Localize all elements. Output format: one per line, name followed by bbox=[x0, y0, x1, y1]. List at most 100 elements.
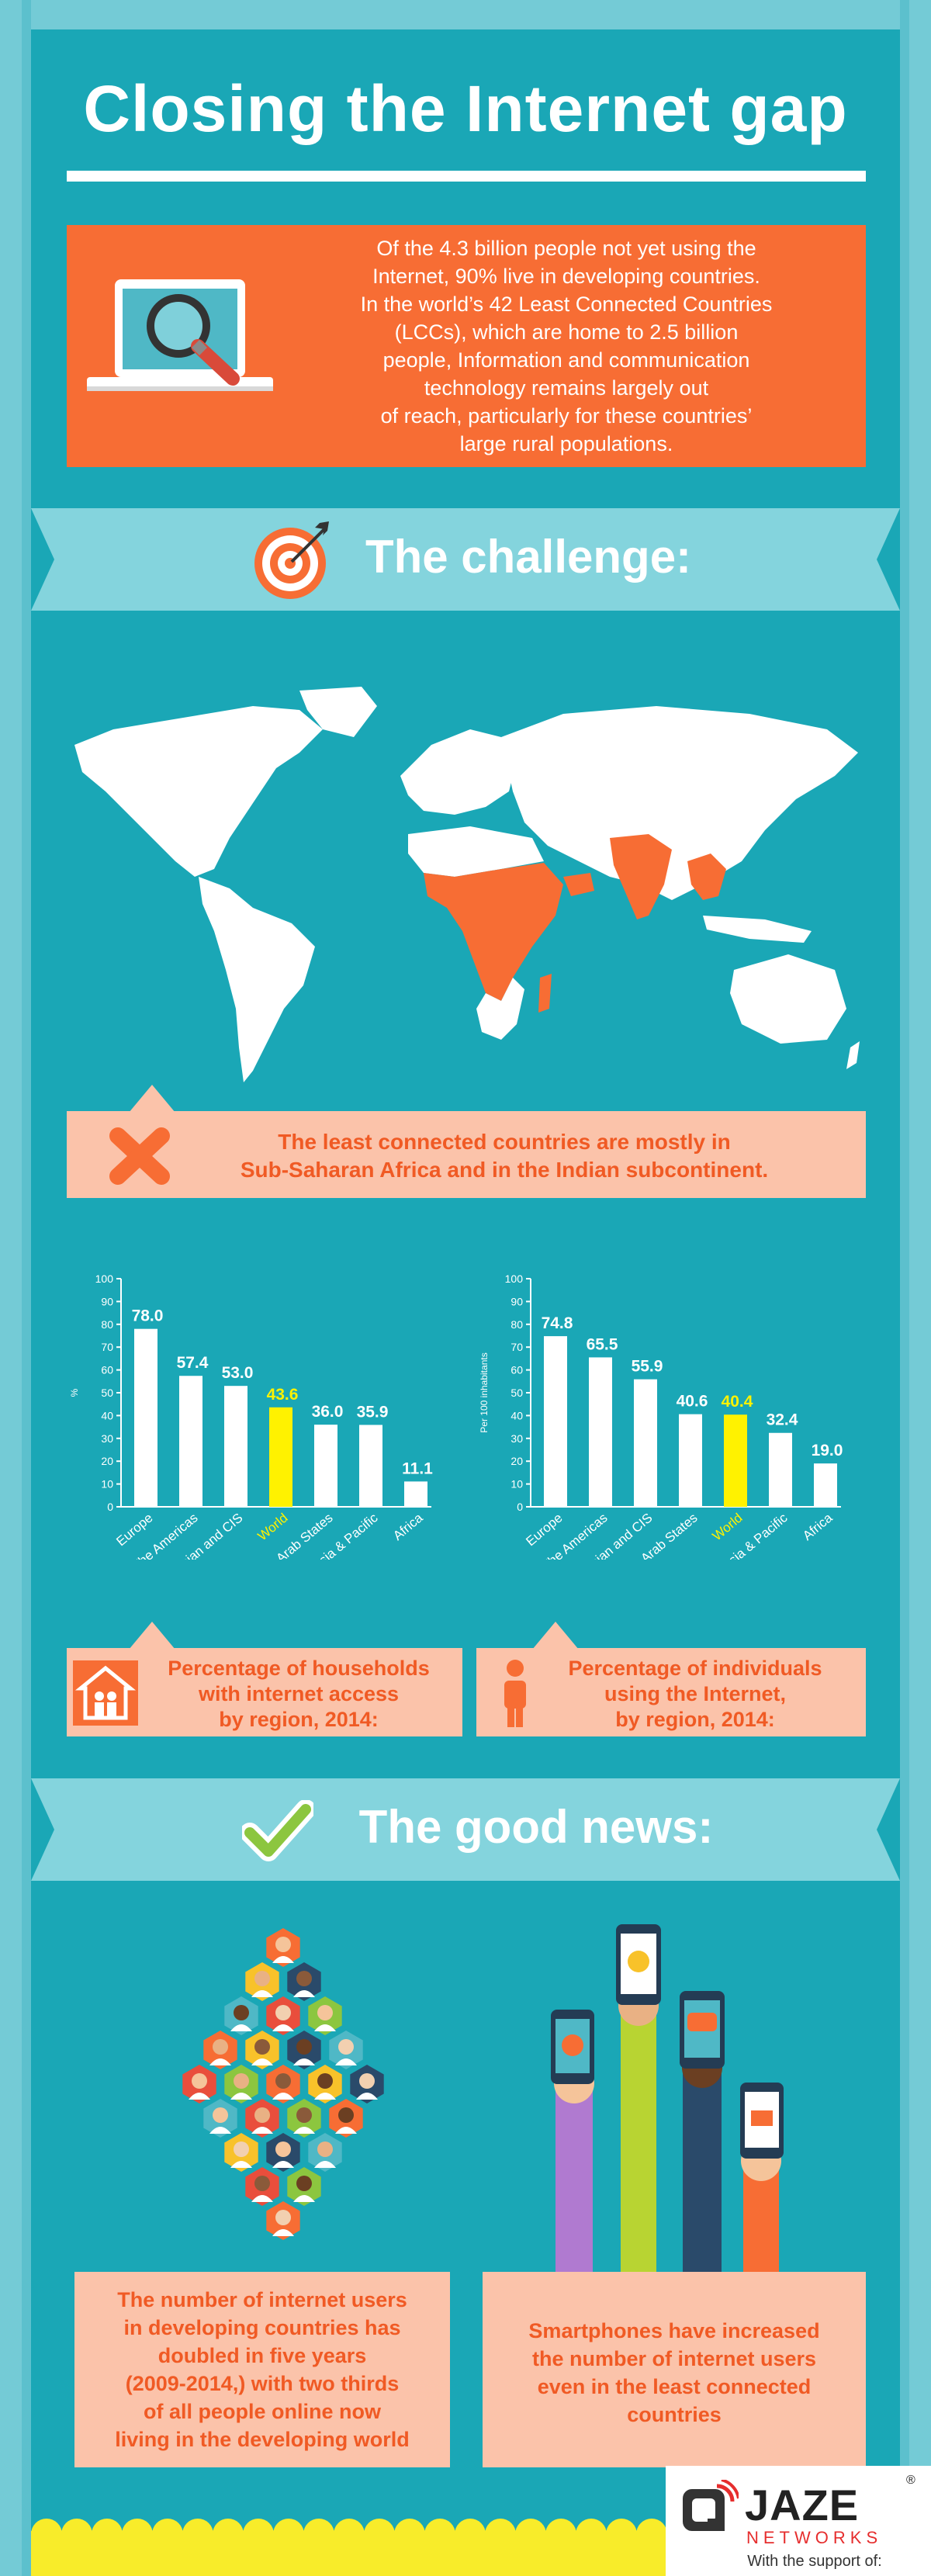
bar-russian-and-cis bbox=[634, 1379, 657, 1507]
individuals-caption: Percentage of individuals using the Inte… bbox=[532, 1656, 858, 1733]
scallop-bump bbox=[424, 2519, 455, 2542]
person-shoulders bbox=[272, 2093, 294, 2100]
y-tick-label: 100 bbox=[95, 1272, 114, 1285]
y-tick-label: 10 bbox=[101, 1478, 113, 1491]
person-shoulders bbox=[209, 2127, 231, 2134]
checkmark-icon bbox=[242, 1800, 313, 1861]
support-text: With the support of: bbox=[747, 2553, 882, 2570]
bar-value-label: 19.0 bbox=[812, 1442, 843, 1459]
y-tick-label: 20 bbox=[510, 1455, 523, 1467]
person-face bbox=[275, 2073, 291, 2089]
person-face bbox=[254, 2039, 270, 2055]
bar-value-label: 36.0 bbox=[312, 1403, 344, 1421]
person-shoulders bbox=[293, 2195, 315, 2202]
y-axis-label: % bbox=[69, 1388, 80, 1397]
southern-africa-shape bbox=[476, 978, 524, 1040]
y-tick-label: 40 bbox=[101, 1409, 113, 1421]
person-face bbox=[254, 2176, 270, 2191]
person-icon bbox=[504, 1660, 526, 1727]
scallop-bump bbox=[455, 2519, 486, 2542]
footer-scallop bbox=[31, 2519, 667, 2542]
y-tick-label: 0 bbox=[517, 1501, 523, 1513]
households-caption: Percentage of households with internet a… bbox=[140, 1656, 458, 1733]
intro-line: Internet, 90% live in developing countri… bbox=[372, 265, 760, 288]
households-caption-line: Percentage of households bbox=[168, 1657, 430, 1680]
person-face bbox=[296, 1971, 312, 1986]
smartphones-line: the number of internet users bbox=[531, 2347, 817, 2370]
bar-russian-and-cis bbox=[224, 1386, 247, 1507]
users-doubled-line: of all people online now bbox=[143, 2400, 381, 2423]
y-tick-label: 30 bbox=[510, 1432, 523, 1445]
intro-line: Of the 4.3 billion people not yet using … bbox=[376, 237, 756, 260]
intro-line: large rural populations. bbox=[459, 432, 673, 455]
title-underline bbox=[67, 171, 866, 182]
right-border-stripe bbox=[900, 0, 909, 2576]
users-doubled-line: in developing countries has bbox=[123, 2316, 401, 2339]
y-tick-label: 60 bbox=[101, 1364, 113, 1376]
person-face bbox=[275, 2210, 291, 2225]
person-face bbox=[234, 2141, 249, 2157]
india-lcc-shape bbox=[610, 834, 672, 919]
person-shoulders bbox=[272, 2024, 294, 2031]
scallop-bump bbox=[636, 2519, 667, 2542]
category-label: Europe bbox=[113, 1511, 155, 1549]
scallop-bump bbox=[273, 2519, 304, 2542]
person-shoulders bbox=[293, 2127, 315, 2134]
scallop-bump bbox=[243, 2519, 274, 2542]
person-face bbox=[317, 2141, 333, 2157]
bar-value-label: 40.4 bbox=[722, 1393, 753, 1411]
bar-europe bbox=[544, 1336, 567, 1507]
bar-value-label: 40.6 bbox=[677, 1393, 708, 1411]
person-shoulders bbox=[209, 2058, 231, 2065]
category-label: Europe bbox=[523, 1511, 565, 1549]
map-callout bbox=[67, 1111, 866, 1198]
person-face bbox=[317, 2005, 333, 2020]
scallop-bump bbox=[334, 2519, 365, 2542]
scallop-bump bbox=[515, 2519, 546, 2542]
bar-arab-states bbox=[314, 1425, 337, 1507]
bar-value-label: 32.4 bbox=[767, 1411, 798, 1429]
individuals-caption-pointer bbox=[532, 1622, 579, 1650]
person-face bbox=[296, 2107, 312, 2123]
madagascar-shape bbox=[538, 974, 552, 1013]
y-tick-label: 90 bbox=[101, 1295, 113, 1307]
scallop-bump bbox=[92, 2519, 123, 2542]
users-doubled-line: (2009-2014,) with two thirds bbox=[125, 2372, 400, 2395]
bar-africa bbox=[404, 1481, 427, 1507]
person-shoulders bbox=[335, 2058, 357, 2065]
greenland-shape bbox=[299, 687, 377, 737]
y-tick-label: 100 bbox=[505, 1272, 524, 1285]
target-icon bbox=[254, 521, 329, 599]
page-title: Closing the Internet gap bbox=[83, 72, 848, 145]
households-caption-pointer bbox=[129, 1622, 175, 1650]
category-label: Africa bbox=[800, 1510, 836, 1543]
person-face bbox=[359, 2073, 375, 2089]
y-tick-label: 70 bbox=[101, 1341, 113, 1353]
smartphones-text: Smartphones have increased the number of… bbox=[486, 2317, 863, 2429]
bar-asia-pacific bbox=[769, 1432, 792, 1507]
person-shoulders bbox=[293, 2058, 315, 2065]
y-axis-label: Per 100 inhabitants bbox=[479, 1352, 490, 1432]
bar-value-label: 65.5 bbox=[587, 1335, 618, 1353]
banner-notch-right bbox=[866, 1778, 900, 1881]
scallop-bump bbox=[485, 2519, 516, 2542]
person-shoulders bbox=[230, 2024, 252, 2031]
person-shoulders bbox=[356, 2093, 378, 2100]
bar-value-label: 53.0 bbox=[222, 1364, 254, 1382]
bar-the-americas bbox=[179, 1376, 202, 1507]
person-face bbox=[296, 2176, 312, 2191]
bar-value-label: 74.8 bbox=[542, 1314, 573, 1332]
users-doubled-box bbox=[74, 2272, 450, 2467]
person-shoulders bbox=[314, 2093, 336, 2100]
users-doubled-line: doubled in five years bbox=[157, 2344, 367, 2367]
australia-shape bbox=[730, 954, 846, 1044]
bar-value-label: 57.4 bbox=[177, 1354, 209, 1372]
people-cluster-illustration bbox=[182, 1928, 384, 2240]
map-callout-pointer bbox=[129, 1085, 175, 1113]
y-tick-label: 70 bbox=[510, 1341, 523, 1353]
hands-phones-illustration bbox=[551, 1924, 784, 2273]
scallop-bump bbox=[182, 2519, 213, 2542]
europe-shape bbox=[400, 729, 517, 815]
map-callout-line: Sub-Saharan Africa and in the Indian sub… bbox=[240, 1158, 769, 1182]
